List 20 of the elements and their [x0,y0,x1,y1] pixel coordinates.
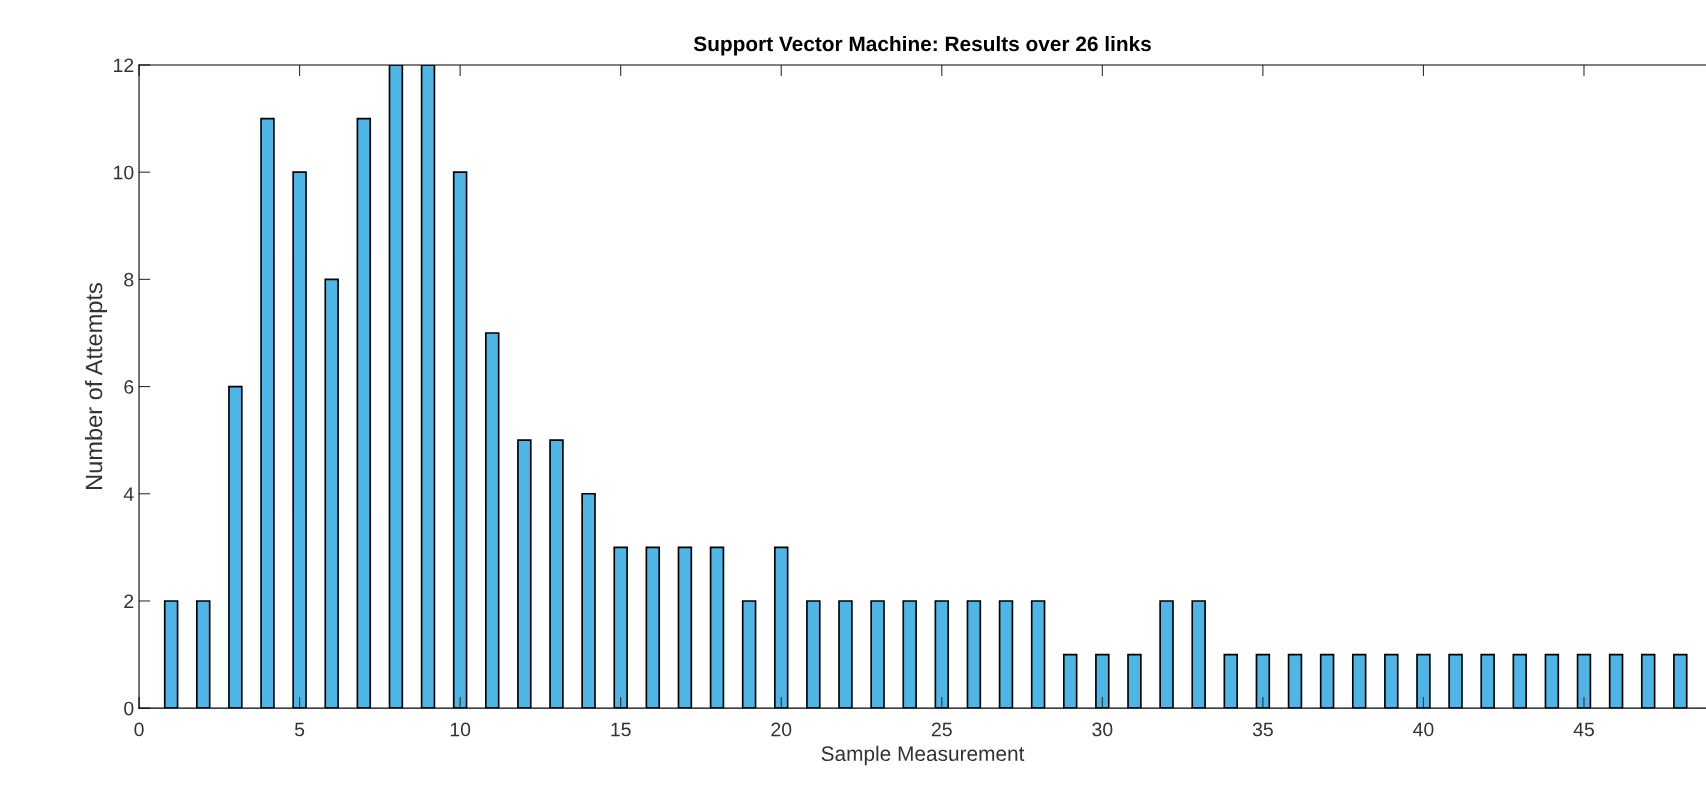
y-tick-label: 8 [124,272,134,287]
x-tick-label: 40 [1413,722,1434,737]
x-tick-label: 5 [294,722,305,737]
y-tick-label: 10 [114,165,134,180]
x-tick-label: 45 [1573,722,1594,737]
x-tick-label: 25 [931,722,952,737]
x-tick-label: 30 [1092,722,1113,737]
x-tick-label: 20 [771,722,792,737]
y-tick-label: 0 [124,701,134,716]
y-tick-label: 4 [123,487,134,501]
y-tick-label: 2 [124,594,134,609]
y-tick-label: 12 [114,58,134,73]
y-tick-label: 6 [124,380,134,394]
x-tick-label: 35 [1252,722,1273,737]
y-axis-title: Number of Attempts [84,283,107,489]
x-tick-label: 10 [450,722,471,737]
x-axis-title: Sample Measurement [821,745,1025,766]
chart-title: Support Vector Machine: Results over 26 links [693,35,1151,56]
x-tick-label: 0 [134,722,144,737]
x-tick-label: 15 [611,722,631,737]
